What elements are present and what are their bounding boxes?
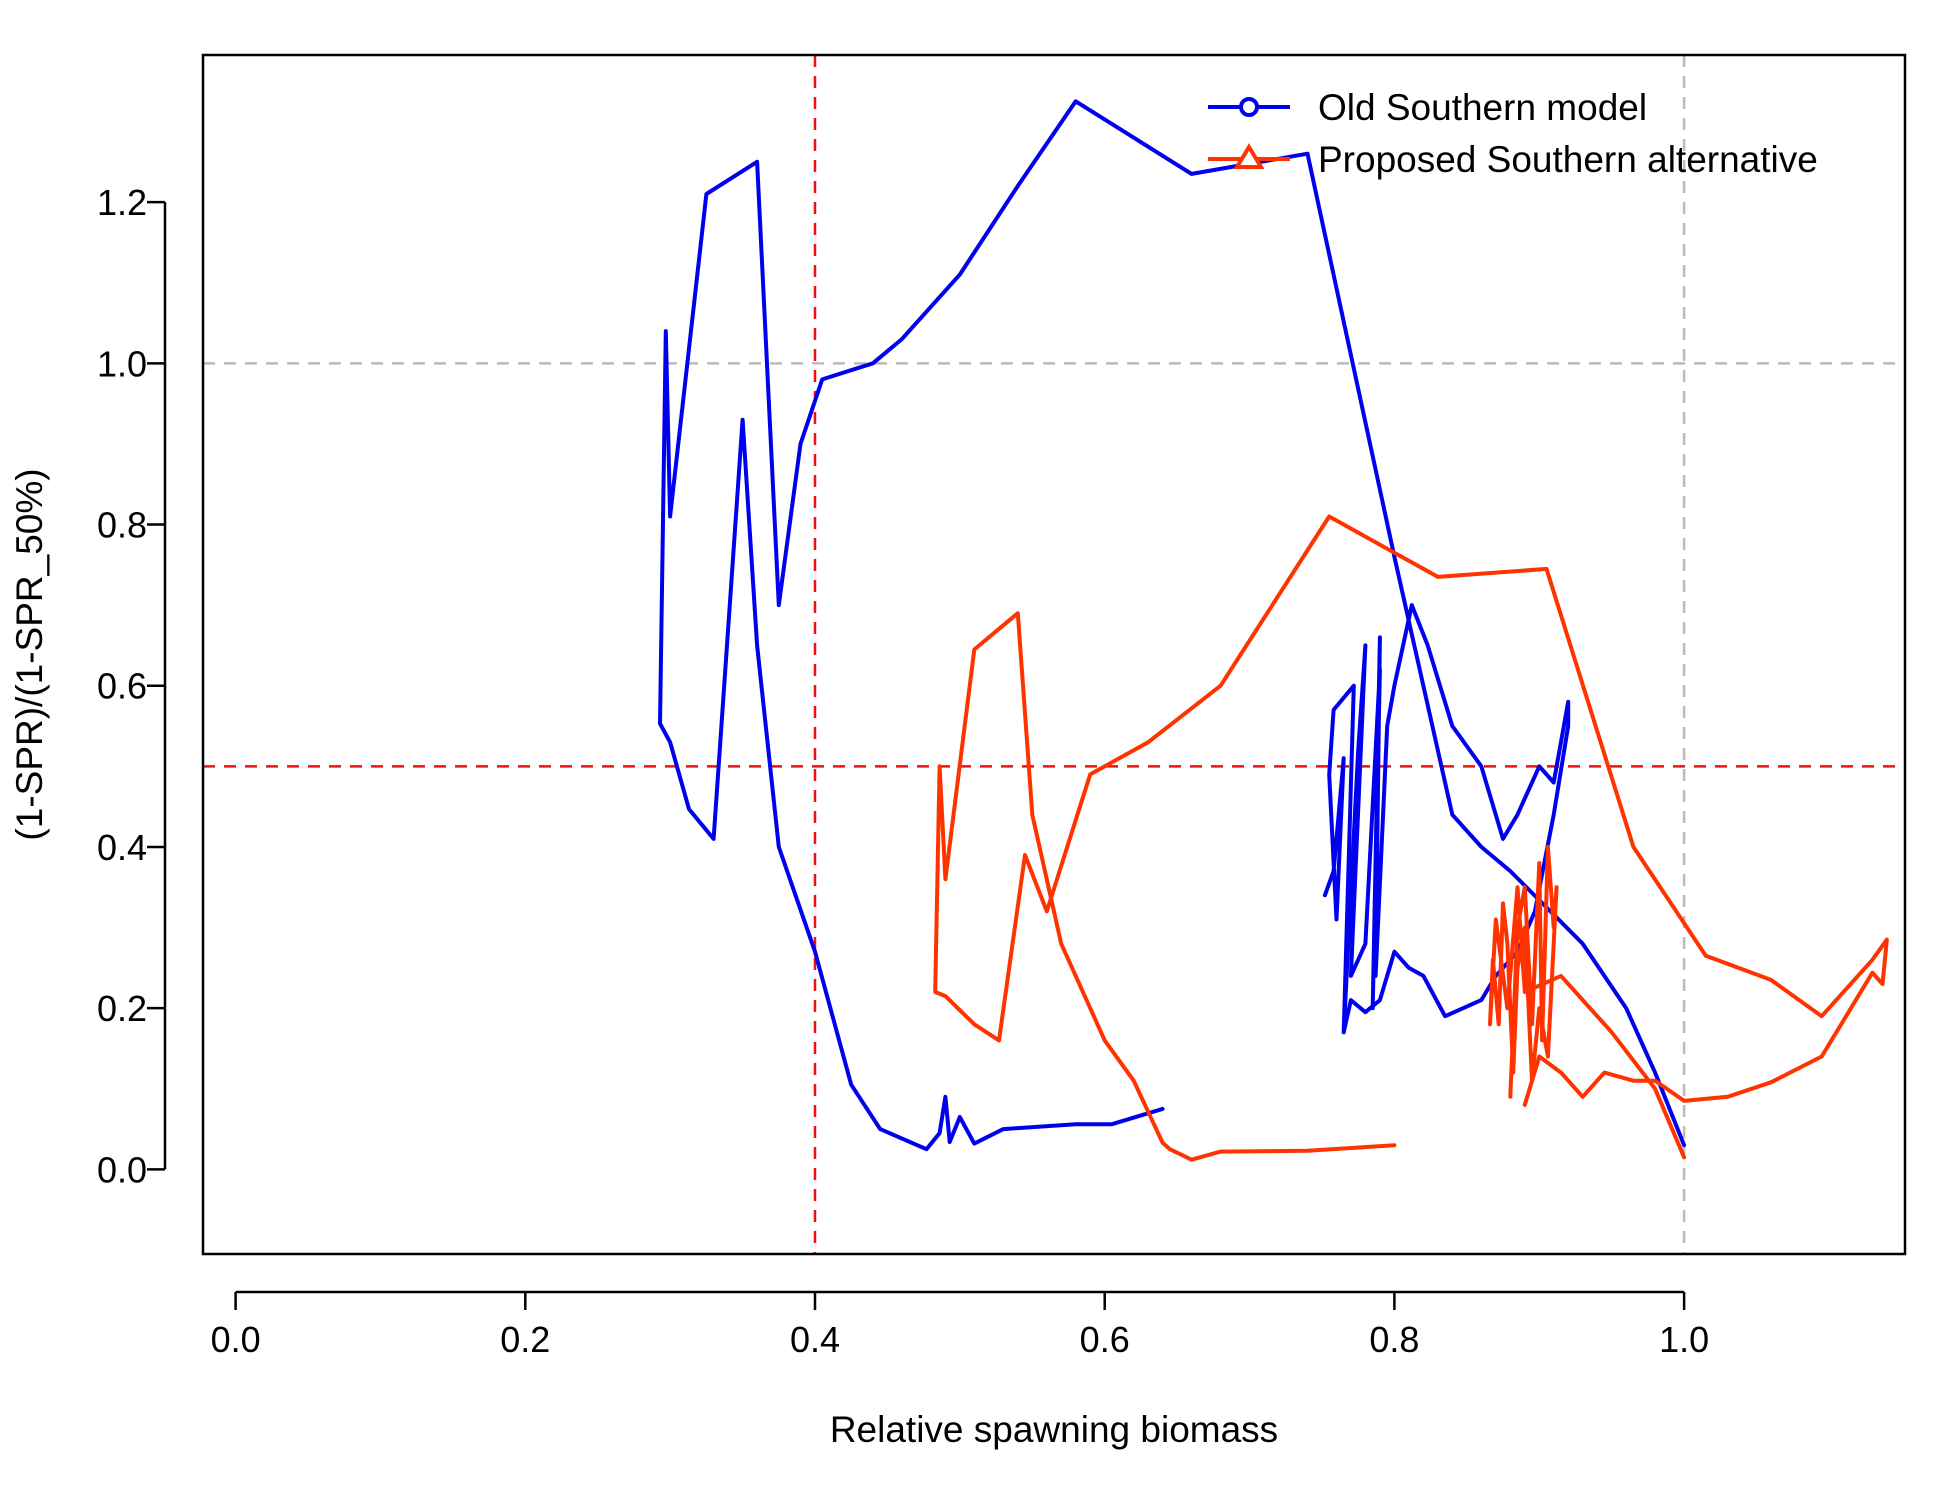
series-cluster-1 bbox=[1488, 844, 1687, 1160]
legend: Old Southern model Proposed Southern alte… bbox=[1208, 87, 1818, 180]
x-tick-label: 0.6 bbox=[1080, 1319, 1130, 1360]
y-tick-label: 1.2 bbox=[97, 182, 147, 223]
series-line-0 bbox=[658, 99, 1687, 1152]
legend-label-1: Proposed Southern alternative bbox=[1318, 139, 1818, 180]
reference-lines bbox=[203, 55, 1905, 1254]
legend-triangle-icon bbox=[1233, 143, 1265, 169]
y-tick-label: 0.0 bbox=[97, 1149, 147, 1190]
legend-circle-icon bbox=[1239, 97, 1259, 117]
x-tick-label: 0.0 bbox=[211, 1319, 261, 1360]
y-tick-label: 1.0 bbox=[97, 343, 147, 384]
x-tick-label: 0.4 bbox=[790, 1319, 840, 1360]
series-cluster-0 bbox=[1322, 603, 1571, 1035]
series-layer bbox=[658, 99, 1889, 1162]
y-tick-label: 0.6 bbox=[97, 666, 147, 707]
y-axis-title: (1-SPR)/(1-SPR_50%) bbox=[9, 468, 50, 840]
y-tick-label: 0.8 bbox=[97, 505, 147, 546]
x-tick-label: 0.2 bbox=[500, 1319, 550, 1360]
y-axis: 0.0 0.2 0.4 0.6 0.8 1.0 1.2 bbox=[97, 182, 167, 1190]
series-line-1 bbox=[933, 514, 1889, 1162]
x-tick-label: 1.0 bbox=[1659, 1319, 1709, 1360]
legend-label-0: Old Southern model bbox=[1318, 87, 1647, 128]
x-axis-title: Relative spawning biomass bbox=[830, 1409, 1278, 1450]
y-tick-label: 0.2 bbox=[97, 988, 147, 1029]
x-tick-label: 0.8 bbox=[1369, 1319, 1419, 1360]
x-axis: 0.0 0.2 0.4 0.6 0.8 1.0 bbox=[211, 1290, 1709, 1360]
plot-frame bbox=[201, 53, 1907, 1256]
y-tick-label: 0.4 bbox=[97, 827, 147, 868]
